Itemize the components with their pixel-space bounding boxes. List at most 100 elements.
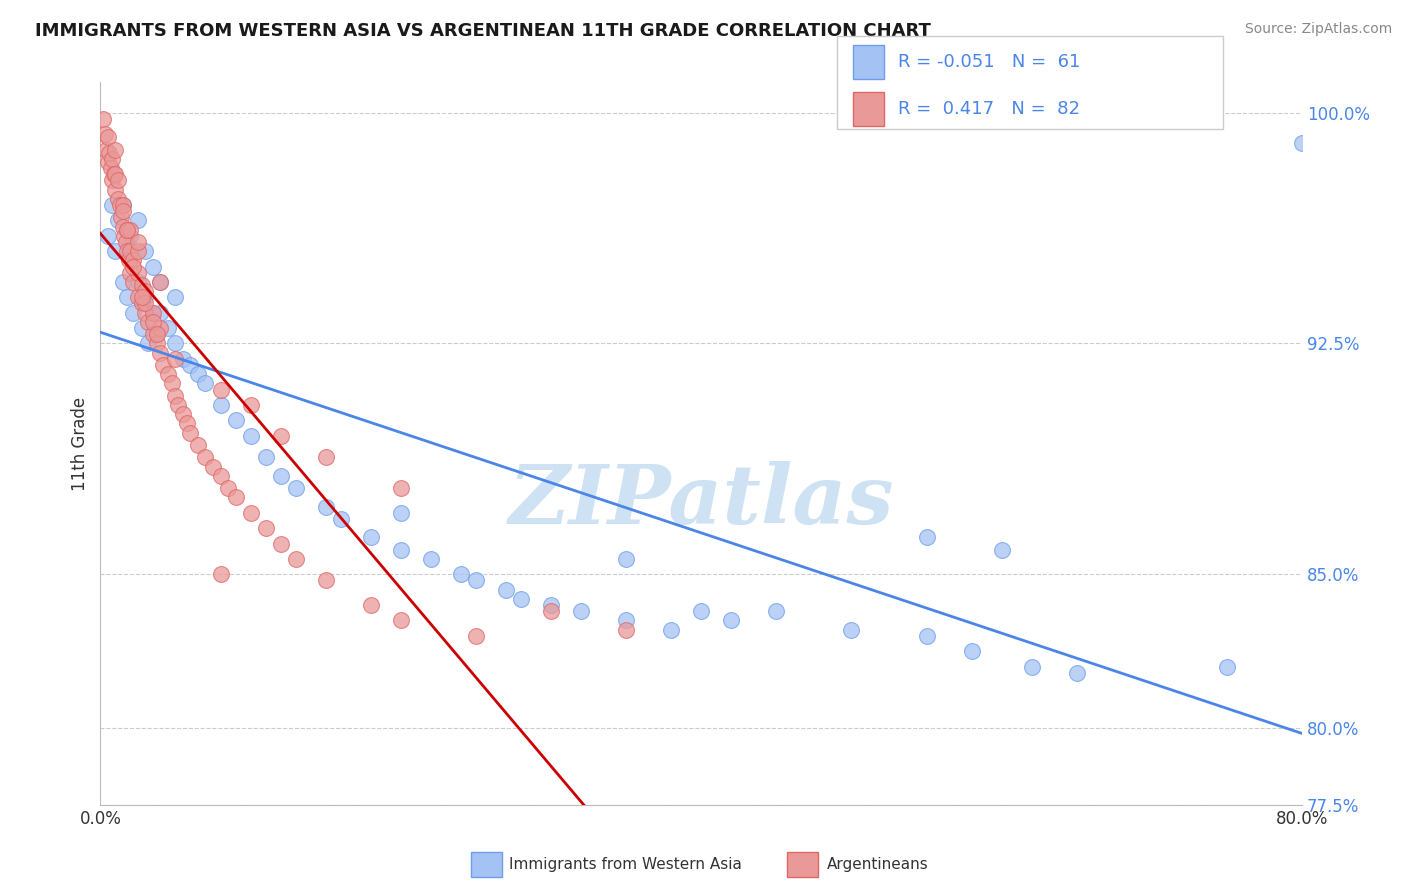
Point [117,222,139,236]
Point [254,521,277,535]
Text: Immigrants from Western Asia: Immigrants from Western Asia [509,857,742,871]
Text: IMMIGRANTS FROM WESTERN ASIA VS ARGENTINEAN 11TH GRADE CORRELATION CHART: IMMIGRANTS FROM WESTERN ASIA VS ARGENTIN… [35,22,931,40]
Point [142,306,165,320]
Point [254,450,277,465]
Point [389,506,412,520]
Point [104,244,127,259]
Point [187,368,209,382]
Point [138,336,160,351]
Point [146,336,169,351]
Point [134,244,156,259]
Point [112,228,135,243]
Point [108,198,131,212]
Point [101,173,124,187]
Text: R =  0.417   N =  82: R = 0.417 N = 82 [898,100,1080,118]
Point [96,143,118,157]
Point [960,644,983,658]
Point [540,604,562,618]
Point [149,275,172,289]
Point [142,260,165,274]
Point [225,491,247,505]
Point [101,152,124,166]
Point [142,327,165,342]
Point [149,275,172,289]
Point [111,198,134,212]
Point [270,536,292,550]
Point [149,321,172,335]
Point [134,306,156,320]
Point [464,574,486,588]
Point [187,438,209,452]
Point [156,321,179,335]
Point [131,290,153,304]
Point [239,506,262,520]
Point [122,275,145,289]
Point [270,468,292,483]
Point [127,275,149,289]
Point [107,192,129,206]
Point [117,222,139,236]
Point [107,173,129,187]
Point [146,327,169,342]
Point [165,389,187,403]
Point [915,629,938,643]
Point [156,368,179,382]
Point [176,417,198,431]
Point [179,358,201,372]
Point [127,266,149,280]
Point [217,481,239,495]
Point [1066,665,1088,680]
Point [94,127,117,141]
Point [495,582,517,597]
Point [284,552,307,566]
Point [111,219,134,234]
Point [360,530,382,544]
Point [614,623,637,637]
Point [103,167,125,181]
Text: R = -0.051   N =  61: R = -0.051 N = 61 [898,53,1081,70]
Point [915,530,938,544]
Point [97,228,120,243]
Point [110,211,132,225]
Point [120,222,142,236]
Point [134,290,156,304]
Point [569,604,592,618]
Point [152,358,174,372]
Y-axis label: 11th Grade: 11th Grade [72,396,89,491]
Point [101,198,124,212]
Point [194,376,217,391]
Point [122,260,145,274]
Point [122,306,145,320]
Point [134,284,156,298]
Point [172,351,194,366]
Point [127,244,149,259]
Point [120,244,142,259]
Point [270,429,292,443]
Point [510,591,533,606]
Point [209,383,232,397]
Point [419,552,441,566]
Point [107,213,129,227]
Point [284,481,307,495]
Point [118,253,141,268]
Point [165,290,187,304]
Point [179,425,201,440]
Point [131,296,153,310]
Point [239,429,262,443]
Point [120,266,142,280]
Point [614,552,637,566]
Point [315,450,337,465]
Point [389,542,412,557]
Point [765,604,787,618]
Point [142,315,165,329]
Point [165,351,187,366]
Point [841,623,863,637]
Point [120,244,142,259]
Point [225,413,247,427]
Point [138,315,160,329]
Text: ZIPatlas: ZIPatlas [509,461,894,541]
Point [1291,136,1313,151]
Text: Argentineans: Argentineans [827,857,928,871]
Point [990,542,1012,557]
Point [1216,659,1239,673]
